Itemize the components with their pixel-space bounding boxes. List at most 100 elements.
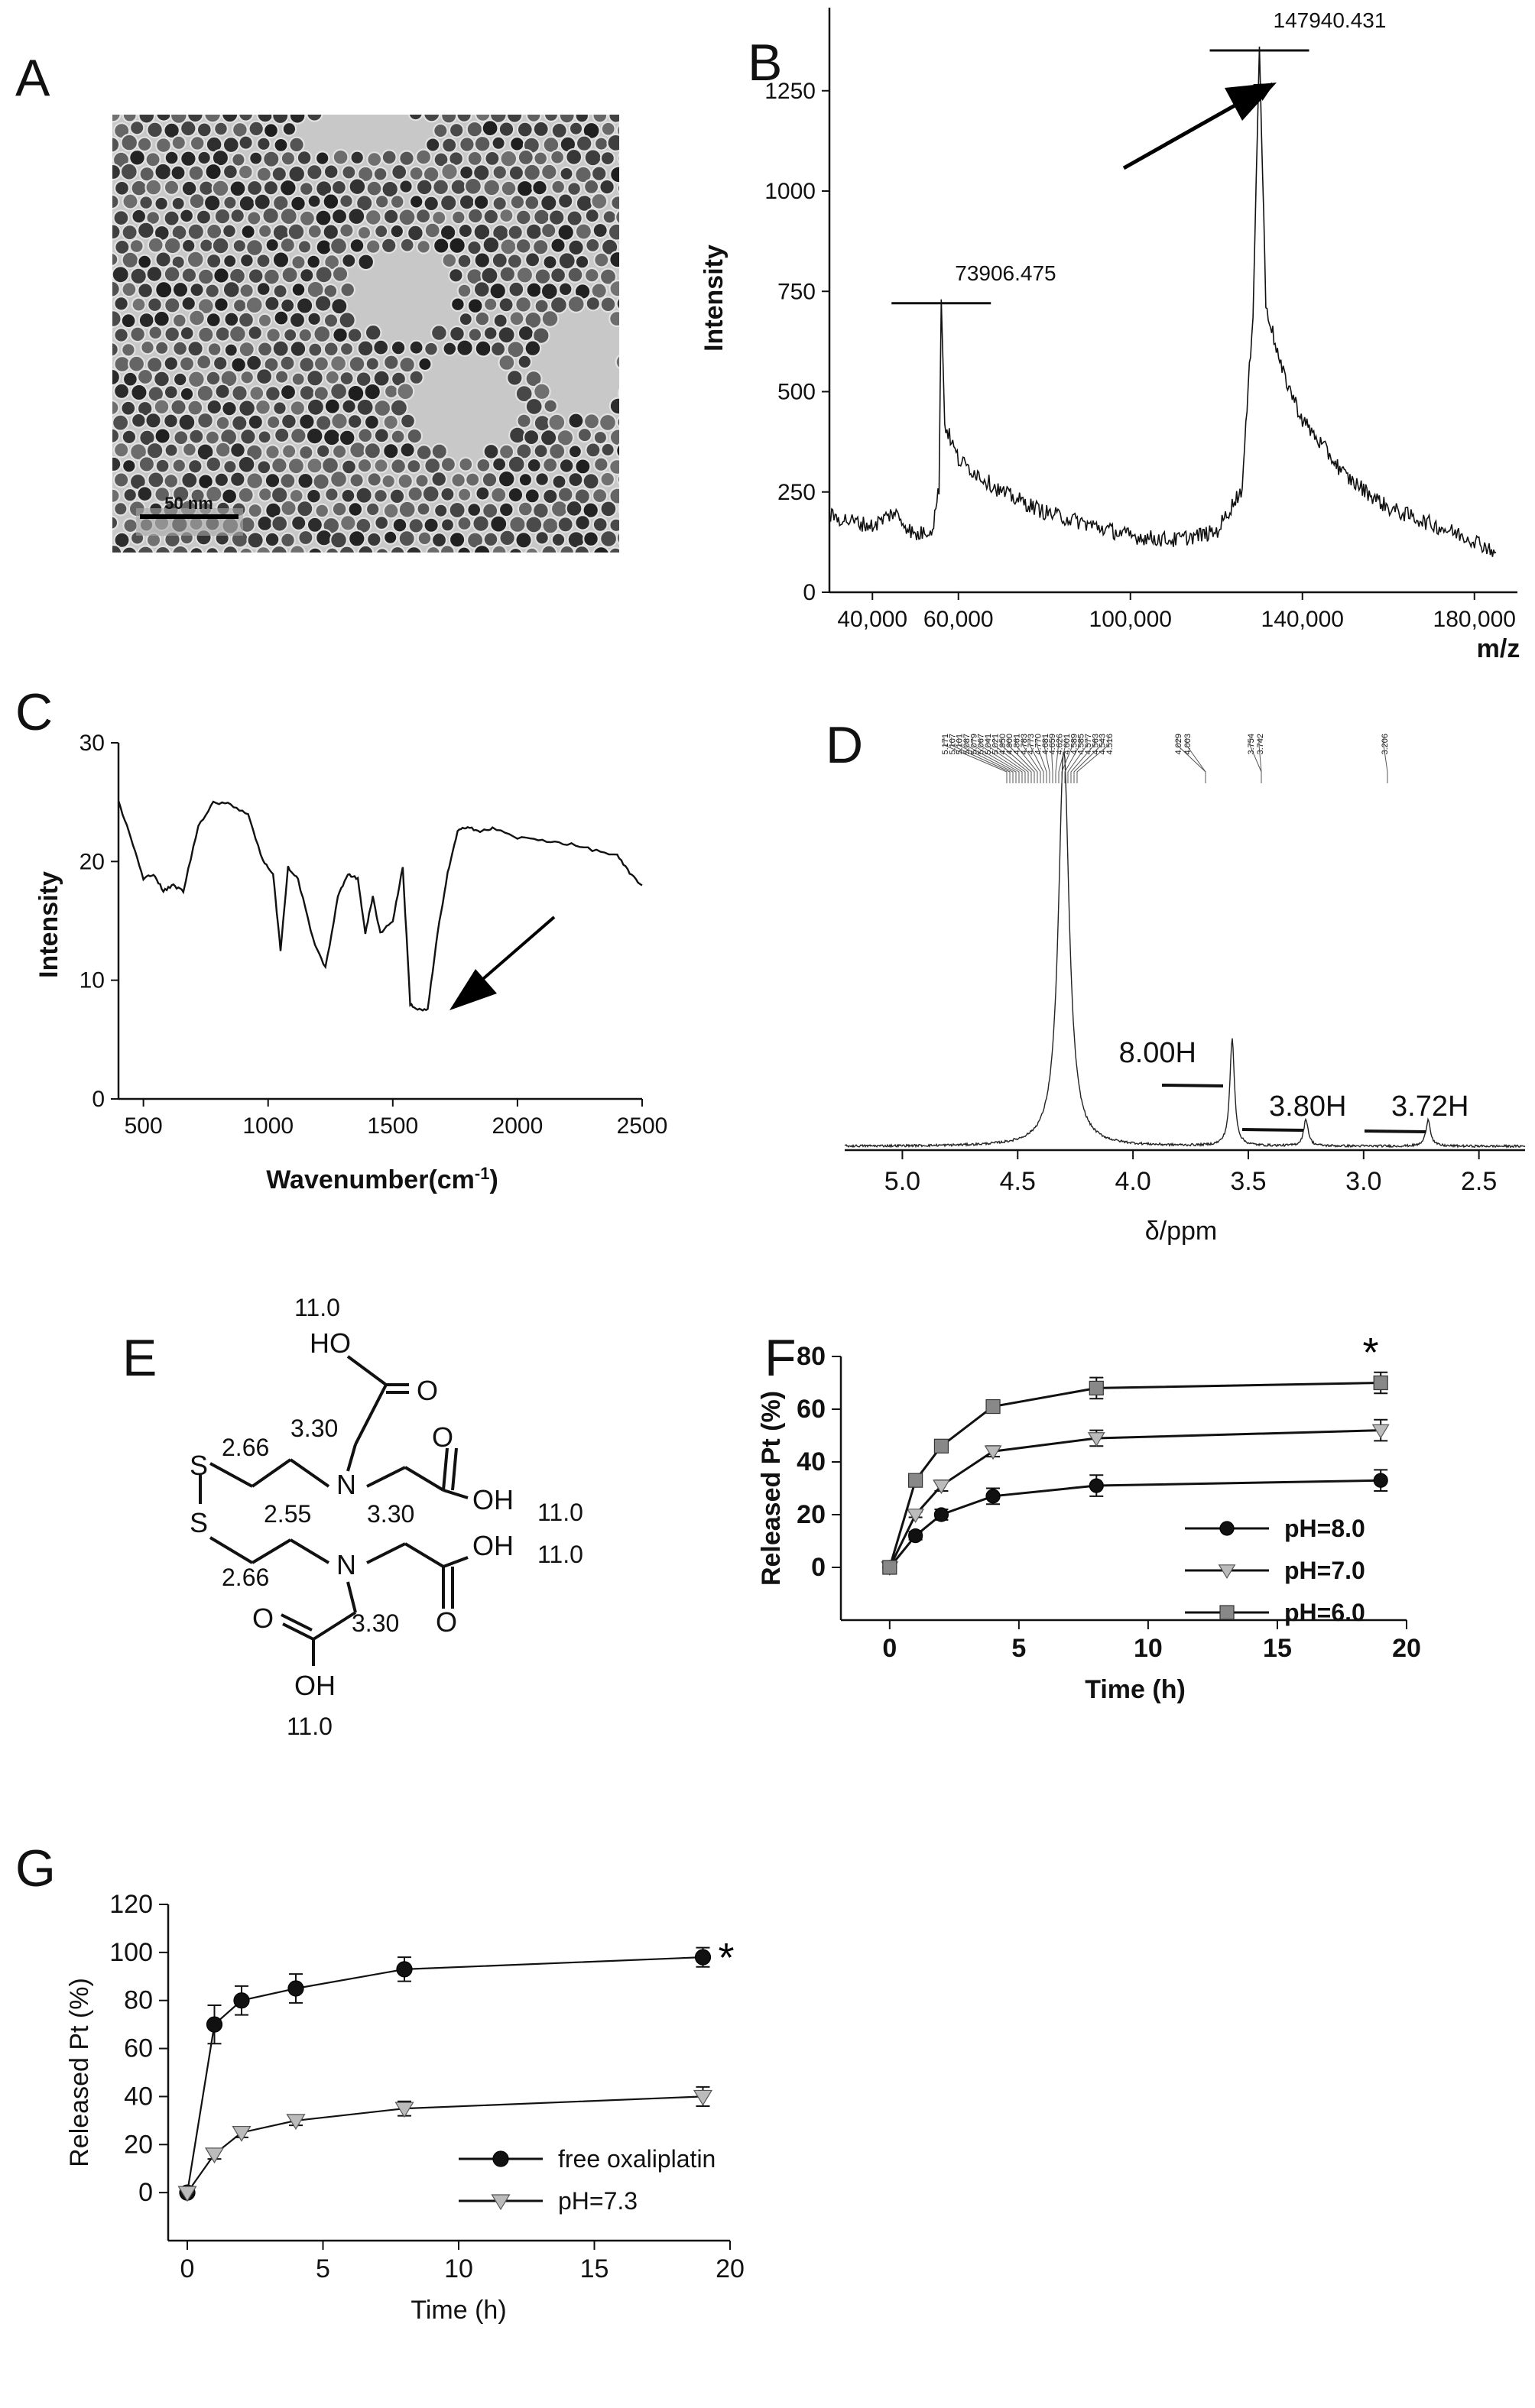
x-tick-label: 4.5 [1000,1167,1036,1196]
x-axis-label-end: ) [489,1165,498,1194]
bond [346,1444,357,1472]
x-tick-label: 100,000 [1089,607,1172,632]
bond [209,1462,253,1488]
nanoparticle [618,333,619,335]
peak-shift-label: 5.067 [977,734,986,755]
arrow-head [449,969,497,1010]
data-point [907,1509,925,1524]
integral-label: 3.80H [1269,1091,1346,1123]
shift-label: 11.0 [537,1499,583,1526]
peak-shift-leader [1383,737,1388,783]
peak-shift-label: 5.041 [984,734,993,755]
data-point [286,2114,306,2131]
peak-shift-label: 5.101 [956,734,965,755]
x-tick-label: 500 [125,1113,163,1139]
peak-shift-leader [1061,737,1073,783]
atom-n: N [336,1469,356,1500]
y-axis-label: Intensity [699,245,729,352]
series-ph-7-0 [881,1418,1390,1577]
data-point [1087,1432,1105,1447]
data-point [1219,1521,1235,1536]
chemical-labels: 11.0 HO O 3.30 O N 2.66 S OH 11.0 2.55 3… [190,1294,583,1740]
peak-shift-label: 4.563 [1091,734,1100,755]
series-line [888,1429,1381,1568]
nanoparticle [625,398,642,415]
data-point [1089,1478,1104,1493]
tem-micrograph: 50 nm [112,115,651,562]
peak-label: 147940.431 [1274,8,1387,32]
x-tick-label: 2000 [492,1113,544,1139]
x-tick-label: 5.0 [884,1167,920,1196]
peak-shift-leader [1014,737,1038,783]
peak-shift-leader [1043,737,1050,783]
bond [312,1611,357,1641]
y-tick-label: 60 [124,2034,153,2063]
nanoparticle [637,298,651,312]
peak-shift-leader [1258,737,1262,783]
legend-label: pH=7.0 [1284,1557,1365,1584]
bond [209,1536,254,1564]
nanoparticle [616,416,619,429]
peak-shift-leader [1076,737,1109,783]
bond [282,1622,314,1641]
peak-shift-label: 4.659 [1048,734,1057,755]
integral-line [1241,1128,1304,1132]
y-tick-label: 40 [124,2082,153,2111]
peak-shift-leader [986,737,1026,783]
bond [346,1581,357,1613]
significance-marker-g: * [718,1935,734,1981]
bond [346,1355,388,1386]
y-tick-label: 250 [777,480,816,505]
series-free-oxaliplatin [179,1946,712,2201]
bond [404,1466,445,1492]
nanoparticle [625,254,640,269]
data-point [206,2016,223,2033]
panel-letter-c: C [15,683,53,741]
peak-shift-leader [1186,737,1206,783]
atom-o: O [436,1606,457,1638]
data-point [287,1980,304,1997]
data-point [908,1473,923,1488]
arrow-head [1225,83,1277,121]
legend: pH=8.0 pH=7.0 pH=6.0 [1185,1515,1365,1626]
atom-ho: HO [310,1327,351,1359]
bond [451,1447,458,1491]
legend-label: pH=8.0 [1284,1515,1365,1542]
peak-shift-label: 4.003 [1183,734,1193,755]
panel-letter-g: G [15,1839,56,1898]
data-point [1371,1424,1390,1439]
peak-shift-label: 4.783 [1020,734,1029,755]
bond [443,1556,469,1568]
peak-shift-leader [1070,737,1095,783]
x-tick-label: 0 [882,1634,897,1663]
atom-oh: OH [472,1530,514,1561]
nanoparticle [617,473,619,485]
nanoparticle [635,209,650,224]
y-tick-label: 20 [124,2130,153,2159]
bond [366,1542,406,1564]
chart-d-nmr-spectrum: 5.0 4.5 4.0 3.5 3.0 2.5δ/ppm5.1715.1075.1015.… [844,734,1526,1246]
nanoparticle [625,283,641,299]
data-point [394,2102,414,2118]
integral-line [1161,1084,1224,1087]
scale-bar-label: 50 nm [164,494,213,513]
nanoparticle [635,384,651,400]
peak-label: 73906.475 [955,261,1056,285]
nanoparticle [625,517,641,533]
peak-shift-leader [1050,737,1053,783]
bond [354,1384,388,1445]
nanoparticle [628,547,642,562]
data-point [1218,1564,1236,1580]
spectrum-series [829,46,1497,557]
nanoparticle [615,530,619,545]
bond [404,1542,445,1568]
x-tick-label: 10 [1134,1634,1163,1663]
data-point [491,2194,511,2211]
data-point [232,2125,252,2142]
nanoparticle [633,326,649,342]
peak-shift-leader [979,737,1023,783]
y-tick-label: 120 [109,1890,153,1919]
data-point [882,1560,897,1575]
y-tick-label: 0 [811,1553,826,1582]
x-tick-label: 2.5 [1461,1167,1497,1196]
